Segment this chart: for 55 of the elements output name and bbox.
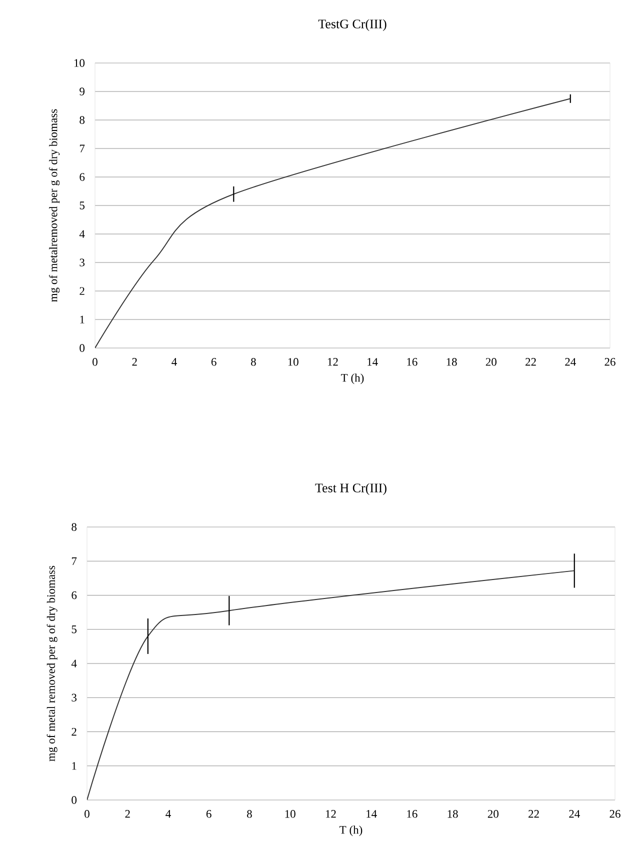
x-tick-label: 6 [206, 810, 212, 818]
x-axis-title: T (h) [340, 826, 362, 836]
y-tick-label: 5 [80, 202, 85, 210]
x-tick-label: 14 [366, 810, 377, 818]
x-tick-label: 16 [407, 358, 418, 366]
x-tick-label: 8 [247, 810, 252, 818]
x-tick-label: 8 [251, 358, 256, 366]
y-tick-label: 3 [80, 258, 85, 266]
x-tick-label: 18 [448, 810, 458, 818]
x-tick-label: 26 [604, 358, 616, 366]
x-tick-label: 26 [610, 810, 620, 818]
y-axis-title: mg of metal removed per g of dry biomass [46, 566, 58, 762]
y-tick-label: 7 [72, 557, 77, 565]
chart-title: Test H Cr(III) [315, 483, 386, 495]
x-tick-label: 14 [368, 358, 378, 366]
x-tick-label: 20 [486, 358, 496, 366]
y-tick-label: 7 [80, 144, 85, 152]
y-tick-label: 4 [71, 660, 77, 668]
x-tick-label: 22 [526, 358, 536, 366]
x-tick-label: 18 [446, 358, 457, 366]
line-series [95, 98, 571, 348]
x-tick-label: 10 [285, 810, 296, 818]
y-tick-label: 2 [72, 728, 76, 736]
x-tick-label: 2 [125, 810, 130, 818]
y-tick-label: 8 [72, 523, 77, 531]
x-tick-label: 6 [211, 358, 216, 366]
x-tick-label: 4 [166, 810, 171, 818]
y-tick-label: 5 [72, 626, 77, 634]
y-tick-label: 6 [80, 173, 85, 181]
y-tick-label: 1 [80, 316, 84, 324]
chart-title: TestG Cr(III) [318, 19, 386, 31]
y-tick-label: 0 [80, 344, 85, 352]
x-axis-title: T (h) [341, 374, 364, 384]
x-tick-label: 4 [172, 358, 177, 366]
y-tick-label: 2 [80, 287, 84, 295]
y-tick-label: 3 [72, 694, 77, 702]
y-axis-title: mg of metalremoved per g of dry biomass [49, 109, 60, 302]
x-tick-label: 12 [328, 358, 338, 366]
y-tick-label: 0 [72, 796, 77, 804]
y-tick-label: 4 [79, 230, 85, 238]
x-tick-label: 24 [565, 358, 576, 366]
x-tick-label: 10 [288, 358, 298, 366]
x-tick-label: 20 [488, 810, 498, 818]
x-tick-label: 2 [132, 358, 137, 366]
y-tick-label: 8 [80, 116, 85, 124]
line-series [87, 570, 575, 800]
y-tick-label: 10 [74, 59, 85, 67]
x-tick-label: 22 [528, 810, 539, 818]
y-tick-label: 9 [80, 88, 84, 96]
x-tick-label: 24 [569, 810, 580, 818]
y-tick-label: 6 [72, 591, 77, 600]
y-tick-label: 1 [72, 762, 76, 770]
x-tick-label: 0 [92, 358, 98, 366]
x-tick-label: 12 [326, 810, 336, 818]
x-tick-label: 16 [407, 810, 418, 818]
